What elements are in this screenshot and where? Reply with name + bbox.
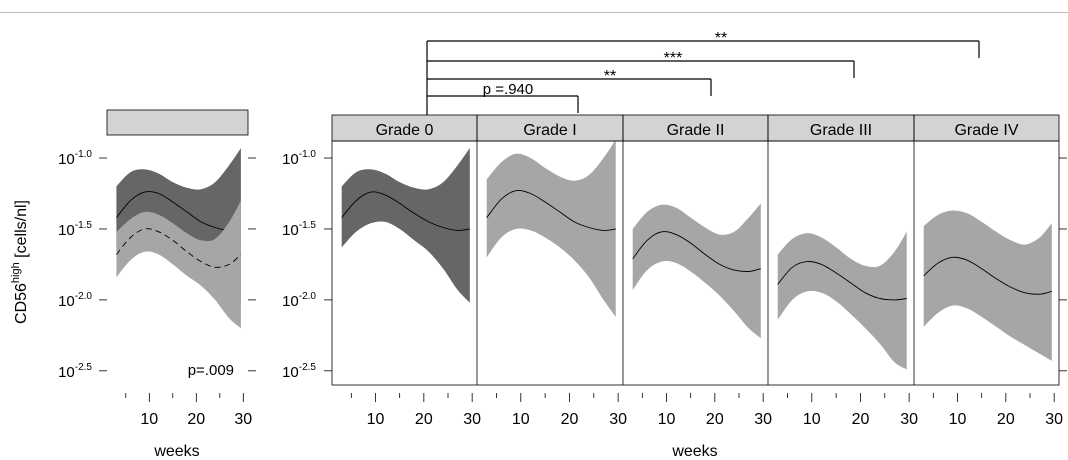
panel-y-tick-label: 10-2.5 xyxy=(282,362,316,381)
panel-y-tick-label: 10-1.5 xyxy=(282,220,316,239)
left-y-tick-label: 10-1.0 xyxy=(58,149,92,168)
panel-x-tick-label: 10 xyxy=(658,411,676,428)
top-rule xyxy=(0,12,1068,13)
panel-x-tick-label: 20 xyxy=(415,411,433,428)
left-series-1-ci-band xyxy=(116,200,241,329)
panel-y-tick-label: 10-2.0 xyxy=(282,291,316,310)
panel-0-ci-band xyxy=(341,148,470,303)
panel-x-tick-label: 10 xyxy=(512,411,530,428)
panel-x-tick-label: 10 xyxy=(949,411,967,428)
panel-2-ci-band xyxy=(632,203,761,339)
panel-1-fit-line xyxy=(486,189,616,231)
y-axis-label: CD56high [cells/nl] xyxy=(10,200,30,324)
panel-strip-label: Grade III xyxy=(810,122,872,139)
left-y-tick-label: 10-1.5 xyxy=(58,220,92,239)
left-series-0-ci-band xyxy=(116,148,241,303)
left-series-0-fit-line xyxy=(116,191,241,231)
panel-x-tick-label: 20 xyxy=(706,411,724,428)
comparison-label: ** xyxy=(715,30,727,47)
left-y-tick-label: 10-2.5 xyxy=(58,362,92,381)
panel-x-tick-label: 10 xyxy=(803,411,821,428)
panel-x-tick-label: 20 xyxy=(561,411,579,428)
left-x-tick-label: 10 xyxy=(140,411,158,428)
panel-0-fit-line xyxy=(341,191,470,231)
panel-x-tick-label: 20 xyxy=(997,411,1015,428)
panel-1-ci-band xyxy=(486,139,616,317)
panel-strip-label: Grade II xyxy=(667,122,725,139)
left-x-tick-label: 20 xyxy=(187,411,205,428)
panel-x-tick-label: 30 xyxy=(1045,411,1063,428)
panel-strip xyxy=(476,114,624,142)
panel-x-tick-label: 30 xyxy=(609,411,627,428)
panels-frame xyxy=(331,140,1060,386)
left-x-axis-label: weeks xyxy=(153,443,199,460)
panel-4-ci-band xyxy=(923,210,1052,361)
left-x-tick-label: 30 xyxy=(234,411,252,428)
panel-3-fit-line xyxy=(777,261,907,301)
comparison-label: p =.940 xyxy=(483,81,533,98)
panel-x-tick-label: 30 xyxy=(900,411,918,428)
left-y-tick-label: 10-2.0 xyxy=(58,291,92,310)
panel-y-tick-label: 10-1.0 xyxy=(282,149,316,168)
panel-x-tick-label: 10 xyxy=(367,411,385,428)
panel-strip xyxy=(913,114,1060,142)
panel-strip-label: Grade I xyxy=(523,122,576,139)
left-series-1-fit-line xyxy=(116,228,242,268)
left-p-value: p=.009 xyxy=(188,362,234,379)
left-panel-strip xyxy=(106,109,249,136)
panel-4-fit-line xyxy=(923,256,1052,295)
panel-2-fit-line xyxy=(632,231,761,272)
panel-x-tick-label: 30 xyxy=(463,411,481,428)
panel-3-ci-band xyxy=(777,231,907,370)
comparison-label: ** xyxy=(604,68,616,85)
panel-x-axis-label: weeks xyxy=(671,443,717,460)
panel-x-tick-label: 20 xyxy=(852,411,870,428)
panel-strip-label: Grade 0 xyxy=(376,122,434,139)
comparison-label: *** xyxy=(664,50,683,67)
panel-strip-label: Grade IV xyxy=(954,122,1018,139)
panel-x-tick-label: 30 xyxy=(754,411,772,428)
